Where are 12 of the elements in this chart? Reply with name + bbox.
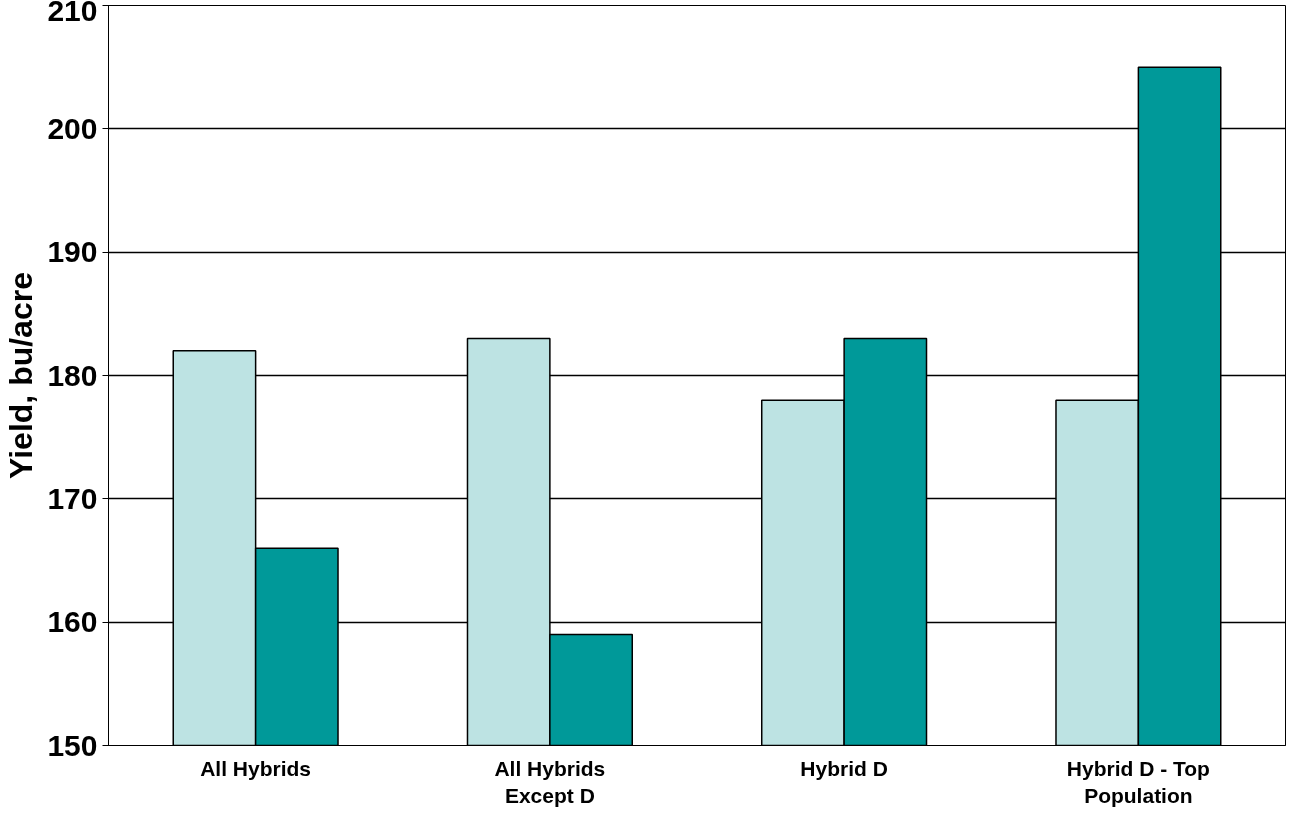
y-tick-label: 190: [47, 235, 98, 269]
y-axis-title: Yield, bu/acre: [3, 272, 40, 479]
x-tick-label: All Hybrids: [200, 756, 312, 780]
x-tick-label: Hybrid D: [800, 756, 888, 780]
y-tick-label: 150: [47, 728, 98, 762]
y-tick-label: 160: [47, 605, 98, 639]
y-tick-label: 180: [47, 358, 98, 392]
x-tick-label: All Hybrids Except D: [494, 756, 606, 808]
x-tick-label: Hybrid D - Top Population: [1066, 756, 1210, 808]
y-tick-label: 210: [47, 0, 98, 27]
y-tick-label: 170: [47, 481, 98, 515]
y-tick-label: 200: [47, 111, 98, 145]
